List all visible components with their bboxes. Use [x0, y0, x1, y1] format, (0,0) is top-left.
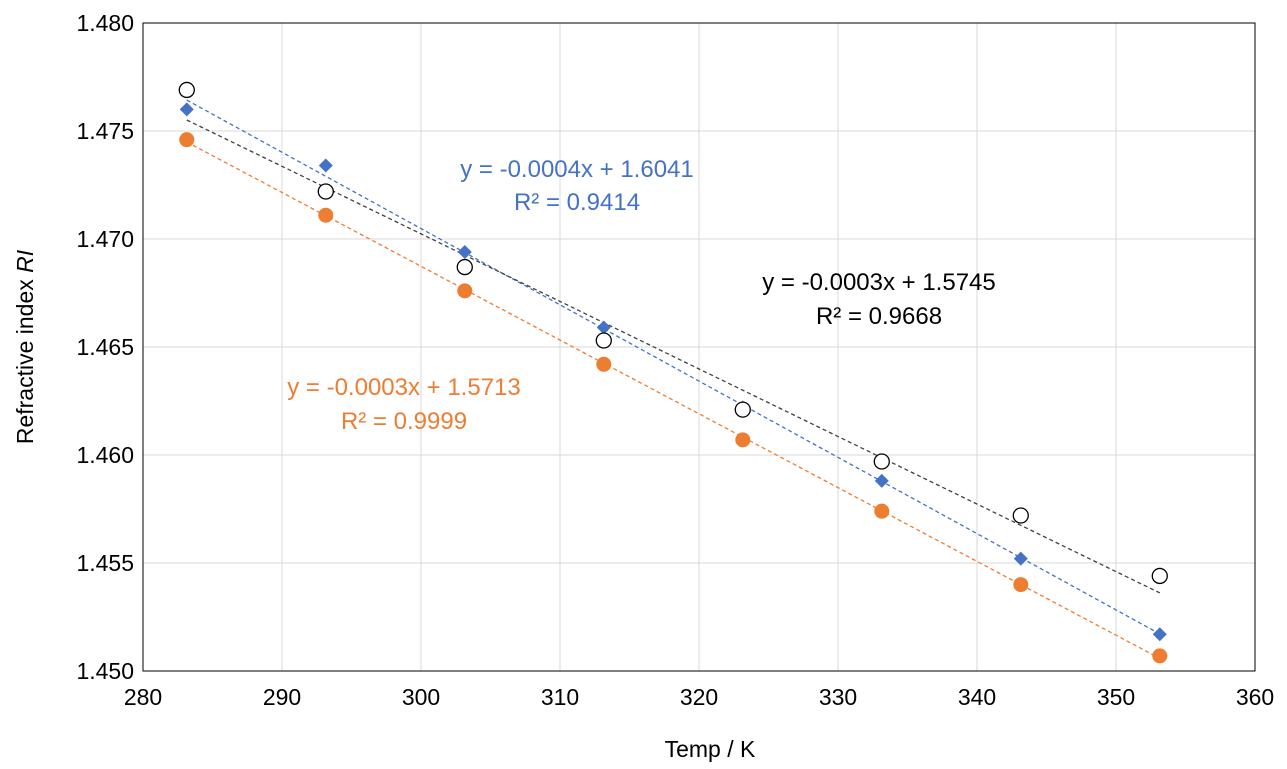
trendline-equation-series-1: y = -0.0004x + 1.6041 — [460, 156, 694, 183]
point-series-3 — [457, 283, 473, 299]
y-axis-title-main: Refractive index — [12, 273, 38, 444]
trendlines — [186, 99, 1161, 659]
point-series-2 — [317, 183, 334, 200]
point-series-2 — [1012, 507, 1029, 524]
point-series-2 — [456, 258, 473, 276]
point-series-1 — [179, 102, 194, 117]
point-series-3 — [596, 356, 612, 372]
trendline-r2-series-2: R² = 0.9668 — [816, 303, 942, 330]
x-tick-label: 330 — [819, 684, 857, 710]
x-tick-label: 300 — [402, 684, 440, 710]
point-series-2 — [1151, 567, 1168, 585]
trendline-series-2 — [186, 119, 1161, 594]
point-series-3 — [179, 132, 195, 148]
point-series-3 — [1152, 648, 1168, 664]
point-series-1 — [596, 320, 611, 335]
y-axis-title: Refractive index RI — [12, 249, 38, 444]
x-tick-label: 320 — [680, 684, 718, 710]
point-series-1 — [457, 244, 472, 259]
x-tick-label: 360 — [1236, 684, 1274, 710]
y-tick-label: 1.465 — [76, 334, 134, 360]
data-points — [178, 81, 1168, 664]
trendline-series-1 — [186, 99, 1161, 635]
x-tick-label: 290 — [263, 684, 301, 710]
point-series-2 — [734, 401, 751, 418]
point-series-3 — [1013, 577, 1029, 593]
trendline-r2-series-1: R² = 0.9414 — [514, 189, 640, 216]
trendline-equation-series-2: y = -0.0003x + 1.5745 — [762, 269, 996, 296]
y-axis-title-italic: RI — [12, 249, 38, 273]
point-series-2 — [873, 453, 890, 470]
y-tick-label: 1.475 — [76, 118, 134, 144]
trendline-r2-series-3: R² = 0.9999 — [341, 408, 467, 435]
point-series-1 — [874, 473, 889, 488]
point-series-1 — [1152, 627, 1167, 642]
x-tick-label: 310 — [541, 684, 579, 710]
point-series-1 — [1013, 551, 1028, 566]
point-series-2 — [595, 332, 612, 349]
y-tick-label: 1.455 — [76, 550, 134, 576]
y-tick-label: 1.450 — [76, 658, 134, 684]
plot-area-border — [142, 22, 1256, 672]
point-series-3 — [318, 207, 334, 223]
y-tick-labels: 1.450 1.455 1.460 1.465 1.470 1.475 1.480 — [76, 10, 134, 684]
point-series-2 — [178, 81, 195, 99]
x-axis-title: Temp / K — [665, 736, 756, 762]
trendline-equations: y = -0.0004x + 1.6041 R² = 0.9414 y = -0.0… — [287, 156, 996, 435]
point-series-3 — [874, 503, 890, 519]
y-tick-label: 1.460 — [76, 442, 134, 468]
y-tick-label: 1.480 — [76, 10, 134, 36]
trendline-series-3 — [186, 141, 1161, 659]
y-tick-label: 1.470 — [76, 226, 134, 252]
point-series-3 — [735, 432, 751, 448]
x-tick-label: 280 — [124, 684, 162, 710]
x-tick-label: 350 — [1097, 684, 1135, 710]
x-tick-label: 340 — [958, 684, 996, 710]
trendline-equation-series-3: y = -0.0003x + 1.5713 — [287, 374, 521, 401]
point-series-1 — [318, 158, 333, 173]
x-tick-labels: 280 290 300 310 320 330 340 350 360 — [124, 684, 1274, 710]
